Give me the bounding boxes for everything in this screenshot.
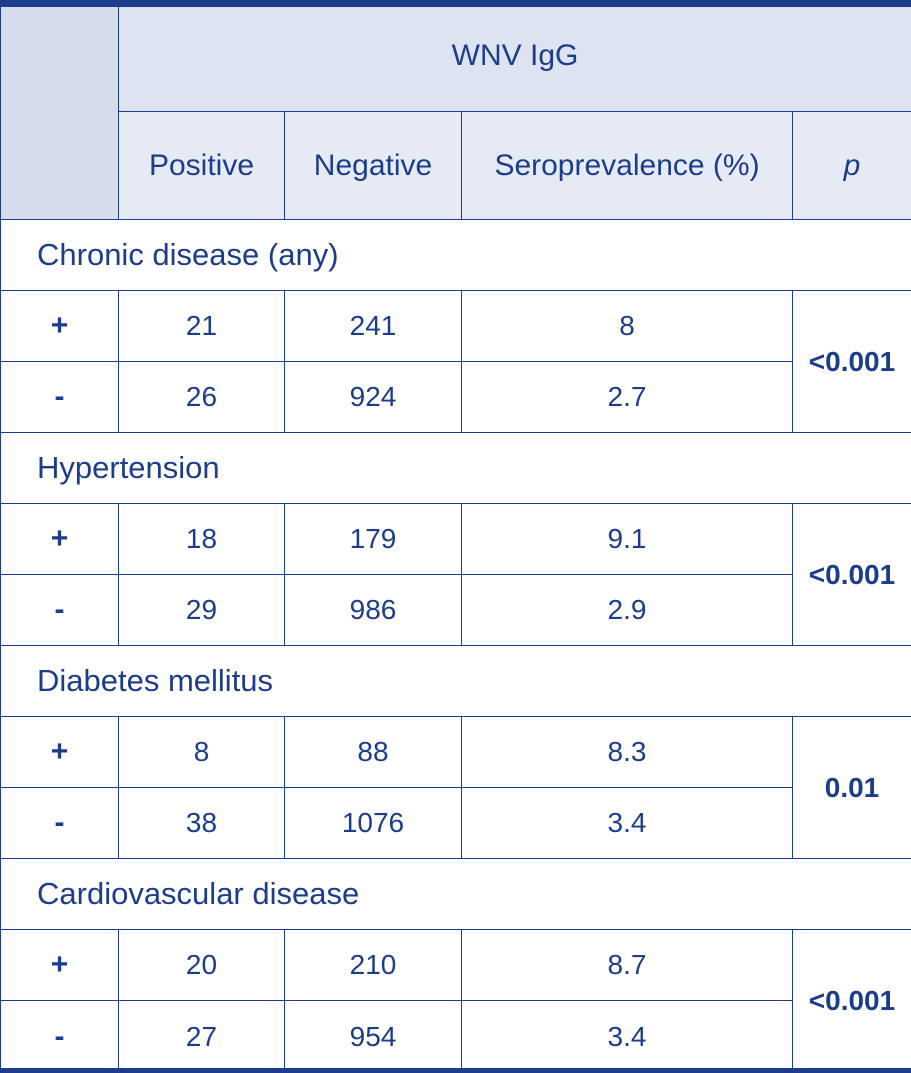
- negative-cell: 1076: [284, 787, 462, 859]
- negative-cell: 179: [284, 503, 462, 575]
- seroprevalence-cell: 3.4: [461, 787, 793, 859]
- section-title: Chronic disease (any): [0, 219, 911, 291]
- positive-cell: 38: [118, 787, 285, 859]
- sign-cell: +: [0, 929, 119, 1001]
- top-rule: [0, 0, 911, 7]
- section-title: Cardiovascular disease: [0, 858, 911, 930]
- header-corner-cell: [0, 0, 119, 220]
- positive-cell: 26: [118, 361, 285, 433]
- positive-cell: 29: [118, 574, 285, 646]
- positive-cell: 18: [118, 503, 285, 575]
- seroprevalence-cell: 2.7: [461, 361, 793, 433]
- section-row: Cardiovascular disease: [0, 858, 911, 930]
- positive-cell: 8: [118, 716, 285, 788]
- seroprevalence-cell: 9.1: [461, 503, 793, 575]
- seroprevalence-cell: 8.3: [461, 716, 793, 788]
- seroprevalence-cell: 3.4: [461, 1000, 793, 1073]
- table-row: + 21 241 8 <0.001: [0, 290, 911, 433]
- p-value-cell: <0.001: [792, 503, 911, 646]
- table-row: + 18 179 9.1 <0.001: [0, 503, 911, 646]
- table-row: - 26 924 2.7: [0, 361, 911, 433]
- p-value-cell: 0.01: [792, 716, 911, 859]
- sign-cell: +: [0, 290, 119, 362]
- table-row: - 38 1076 3.4: [0, 787, 911, 859]
- positive-cell: 20: [118, 929, 285, 1001]
- p-value-cell: <0.001: [792, 929, 911, 1073]
- positive-cell: 27: [118, 1000, 285, 1073]
- negative-cell: 924: [284, 361, 462, 433]
- sign-cell: -: [0, 1000, 119, 1073]
- seroprevalence-cell: 8: [461, 290, 793, 362]
- sign-cell: -: [0, 361, 119, 433]
- negative-cell: 954: [284, 1000, 462, 1073]
- negative-cell: 241: [284, 290, 462, 362]
- header-seroprevalence: Seroprevalence (%): [461, 111, 793, 220]
- seroprevalence-cell: 2.9: [461, 574, 793, 646]
- section-row: Hypertension: [0, 432, 911, 504]
- sign-cell: +: [0, 503, 119, 575]
- section-title: Hypertension: [0, 432, 911, 504]
- table-row: + 8 88 8.3 0.01: [0, 716, 911, 859]
- header-p: p: [792, 111, 911, 220]
- section-row: Diabetes mellitus: [0, 645, 911, 717]
- sign-cell: -: [0, 787, 119, 859]
- seroprevalence-cell: 8.7: [461, 929, 793, 1001]
- table-row: + 20 210 8.7 <0.001: [0, 929, 911, 1073]
- sign-cell: +: [0, 716, 119, 788]
- positive-cell: 21: [118, 290, 285, 362]
- header-negative: Negative: [284, 111, 462, 220]
- section-row: Chronic disease (any): [0, 219, 911, 291]
- sign-cell: -: [0, 574, 119, 646]
- table-row: - 27 954 3.4: [0, 1000, 911, 1073]
- header-positive: Positive: [118, 111, 285, 220]
- table-row: - 29 986 2.9: [0, 574, 911, 646]
- negative-cell: 986: [284, 574, 462, 646]
- header-group-label: WNV IgG: [118, 0, 911, 112]
- p-value-cell: <0.001: [792, 290, 911, 433]
- section-title: Diabetes mellitus: [0, 645, 911, 717]
- negative-cell: 210: [284, 929, 462, 1001]
- header-row-group: WNV IgG: [0, 0, 911, 220]
- header-row-columns: Positive Negative Seroprevalence (%) p: [1, 111, 911, 220]
- negative-cell: 88: [284, 716, 462, 788]
- bottom-rule: [0, 1068, 911, 1073]
